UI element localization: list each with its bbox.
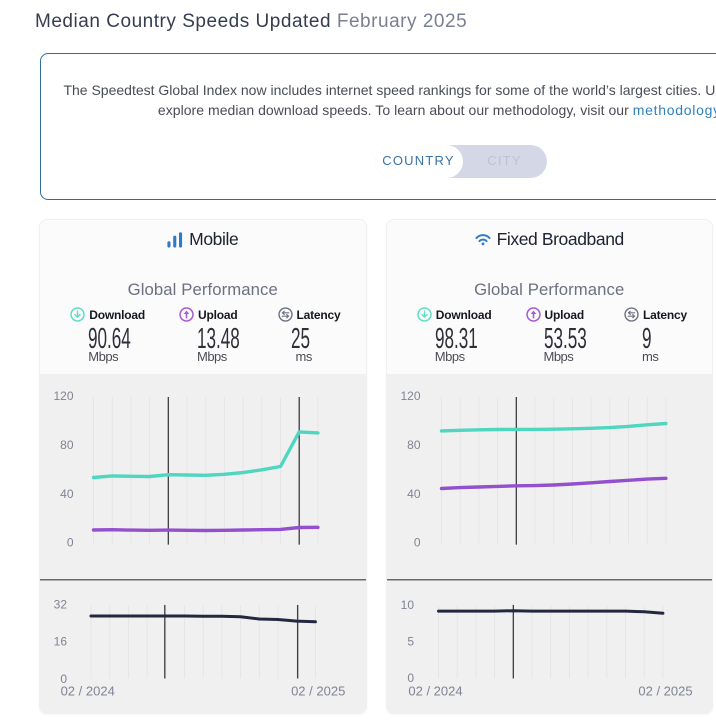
svg-text:02 / 2024: 02 / 2024 (408, 684, 462, 699)
svg-text:10: 10 (400, 598, 414, 612)
svg-text:02 / 2024: 02 / 2024 (61, 684, 115, 699)
svg-text:80: 80 (407, 438, 421, 452)
svg-text:40: 40 (60, 487, 74, 501)
svg-text:40: 40 (407, 487, 421, 501)
svg-text:0: 0 (413, 536, 420, 550)
svg-text:02 / 2025: 02 / 2025 (638, 684, 692, 699)
svg-text:02 / 2025: 02 / 2025 (291, 684, 345, 699)
svg-text:120: 120 (400, 389, 420, 403)
svg-text:0: 0 (60, 672, 67, 686)
svg-text:120: 120 (53, 389, 73, 403)
svg-text:0: 0 (407, 671, 414, 685)
svg-text:0: 0 (67, 536, 74, 550)
svg-text:80: 80 (60, 438, 74, 452)
svg-text:5: 5 (407, 634, 414, 648)
svg-text:16: 16 (54, 635, 68, 649)
svg-text:32: 32 (54, 597, 68, 611)
